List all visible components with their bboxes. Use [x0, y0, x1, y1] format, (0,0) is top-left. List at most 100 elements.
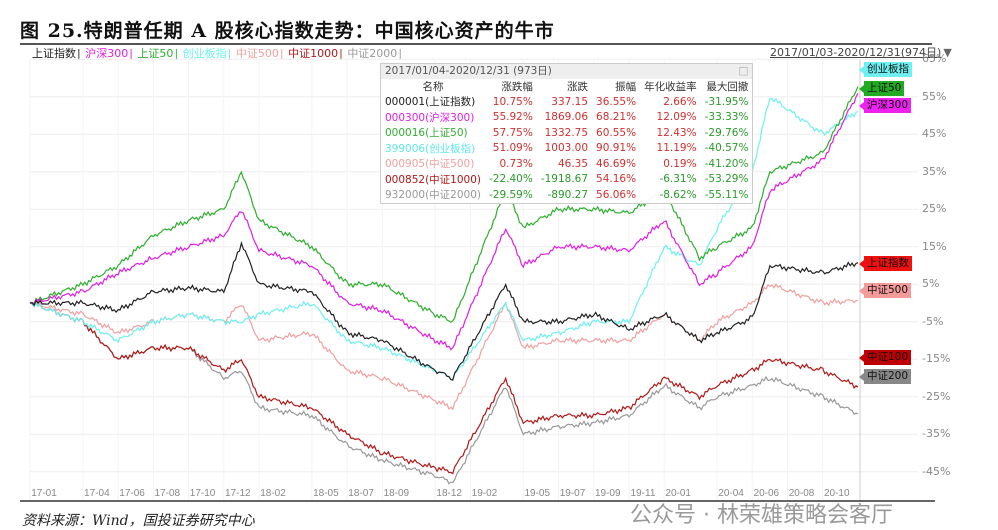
- table-cell: 0.19%: [663, 157, 697, 170]
- y-tick-label: -25%: [922, 389, 951, 403]
- table-cell: 68.21%: [596, 111, 637, 124]
- x-tick-label: 19-02: [471, 488, 498, 499]
- close-icon[interactable]: □: [738, 65, 749, 77]
- series-end-label: 上证指数: [859, 256, 912, 271]
- series-end-label: 中证100: [858, 350, 912, 365]
- index-name: 399006(创业板指): [385, 142, 476, 155]
- table-row[interactable]: 000300(沪深300) 55.92% 1869.06 68.21% 12.09% -3…: [381, 110, 752, 126]
- series-line: [29, 86, 859, 323]
- index-name: 000016(上证50): [385, 127, 468, 140]
- y-tick-label: -15%: [922, 352, 951, 366]
- legend-item[interactable]: 中证2000: [347, 47, 398, 60]
- y-tick-label: 5%: [922, 277, 940, 291]
- x-tick-label: 17-06: [119, 488, 145, 499]
- legend-separator: |: [129, 47, 133, 60]
- stats-table-panel: 2017/01/04-2020/12/31 (973日) □ 名称 涨跌幅 涨跌 …: [380, 63, 754, 204]
- table-cell: -33.33%: [704, 111, 749, 124]
- y-tick-label: 35%: [922, 164, 947, 178]
- table-cell: 12.09%: [656, 111, 697, 124]
- index-name: 000300(沪深300): [385, 111, 475, 124]
- table-cell: 51.09%: [492, 142, 533, 155]
- y-tick-label: -35%: [922, 427, 951, 441]
- y-tick-label: -5%: [922, 314, 944, 328]
- legend-separator: |: [398, 47, 403, 60]
- legend-item[interactable]: 上证50: [137, 47, 174, 60]
- table-row[interactable]: 000001(上证指数) 10.75% 337.15 36.55% 2.66% -31.9…: [381, 94, 752, 110]
- series-line: [29, 93, 859, 351]
- table-row[interactable]: 000016(上证50) 57.75% 1332.75 60.55% 12.43% -29…: [381, 125, 752, 141]
- x-tick-label: 17-10: [189, 488, 216, 499]
- table-cell: -22.40%: [489, 173, 533, 186]
- x-tick-label: 18-12: [436, 488, 462, 499]
- date-range-control: 2017/01/03-2020/12/31(974日) ▼: [770, 46, 952, 59]
- x-tick-label: 20-08: [788, 488, 815, 499]
- y-tick-label: 15%: [922, 239, 947, 253]
- x-tick-label: 20-06: [753, 488, 780, 499]
- column-header: 振幅: [615, 81, 637, 93]
- table-cell: -55.11%: [704, 188, 749, 201]
- table-cell: 46.69%: [596, 157, 637, 170]
- table-row[interactable]: 000905(中证500) 0.73% 46.35 46.69% 0.19% -41.20…: [381, 156, 752, 172]
- x-tick-label: 18-05: [313, 488, 339, 499]
- column-header: 年化收益率: [644, 81, 697, 93]
- table-row[interactable]: 399006(创业板指) 51.09% 1003.00 90.91% 11.19% -40…: [381, 141, 752, 157]
- column-header: 涨跌: [567, 81, 589, 93]
- x-tick-label: 19-07: [559, 488, 586, 499]
- table-cell: -8.62%: [659, 188, 697, 201]
- y-tick-label: 25%: [922, 202, 947, 216]
- legend: 上证指数| 沪深300| 上证50| 创业板指| 中证500| 中证1000| …: [32, 47, 403, 60]
- series-end-label: 中证500: [858, 283, 912, 298]
- date-range-selector[interactable]: 2017/01/03-2020/12/31(974日): [770, 46, 942, 59]
- legend-separator: |: [279, 47, 284, 60]
- table-cell: 90.91%: [596, 142, 637, 155]
- legend-item[interactable]: 上证指数: [32, 47, 76, 60]
- table-cell: 1869.06: [544, 111, 589, 124]
- table-cell: 56.06%: [596, 188, 637, 201]
- title-rule: [20, 43, 932, 45]
- table-cell: -40.57%: [704, 142, 749, 155]
- x-tick-label: 17-12: [224, 488, 251, 499]
- figure-title: 图 25.特朗普任期 A 股核心指数走势：中国核心资产的牛市: [20, 20, 555, 42]
- table-cell: 36.55%: [596, 95, 637, 108]
- watermark: 公众号 · 林荣雄策略会客厅: [630, 503, 893, 528]
- table-row[interactable]: 932000(中证2000) -29.59% -890.27 56.06% -8.62%…: [381, 187, 752, 203]
- column-header: 最大回撤: [706, 81, 749, 93]
- legend-item[interactable]: 中证500: [235, 47, 279, 60]
- x-tick-label: 19-05: [524, 488, 551, 499]
- table-cell: 55.92%: [492, 111, 533, 124]
- table-cell: 12.43%: [656, 126, 697, 139]
- series-line: [29, 301, 859, 485]
- table-cell: 10.75%: [492, 95, 533, 108]
- x-tick-label: 18-09: [383, 488, 410, 499]
- legend-separator: |: [77, 47, 81, 60]
- x-tick-label: 17-01: [31, 488, 57, 499]
- table-row[interactable]: 000852(中证1000) -22.40% -1918.67 54.16% -6.31…: [381, 172, 752, 188]
- y-tick-label: 45%: [922, 127, 947, 141]
- legend-item[interactable]: 沪深300: [85, 47, 129, 60]
- table-cell: 57.75%: [492, 126, 533, 139]
- table-cell: 11.19%: [656, 142, 697, 155]
- table-cell: -890.27: [547, 188, 589, 201]
- table-cell: -53.29%: [704, 173, 749, 186]
- series-line: [30, 240, 859, 381]
- stats-period: 2017/01/04-2020/12/31 (973日): [385, 65, 552, 77]
- table-cell: -1918.67: [540, 173, 589, 186]
- x-tick-label: 18-07: [348, 488, 374, 499]
- series-line: [29, 301, 859, 475]
- source-note: 资料来源：Wind，国投证券研究中心: [22, 513, 255, 529]
- x-tick-label: 19-09: [594, 488, 621, 499]
- legend-item[interactable]: 中证1000: [288, 47, 339, 60]
- legend-item[interactable]: 创业板指: [182, 47, 227, 60]
- table-cell: 46.35: [557, 157, 589, 170]
- table-cell: 54.16%: [596, 173, 637, 186]
- series-end-label: 沪深300: [858, 98, 912, 113]
- table-cell: -31.95%: [704, 95, 749, 108]
- table-cell: 1003.00: [544, 142, 589, 155]
- dropdown-arrow-icon[interactable]: ▼: [943, 46, 952, 59]
- table-cell: 60.55%: [596, 126, 637, 139]
- legend-separator: |: [174, 47, 179, 60]
- x-tick-label: 20-01: [665, 488, 691, 499]
- legend-separator: |: [227, 47, 232, 60]
- table-cell: 337.15: [551, 95, 589, 108]
